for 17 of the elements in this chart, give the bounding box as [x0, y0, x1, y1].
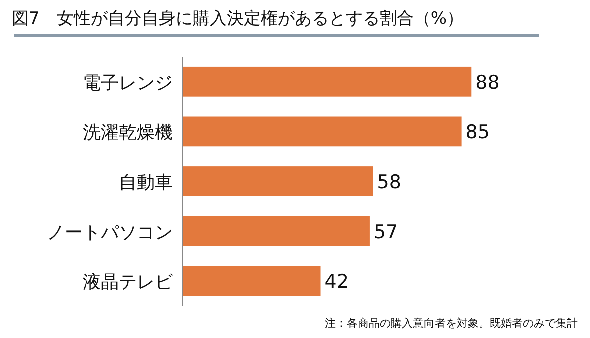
y-tick-label: 洗濯乾燥機: [83, 122, 173, 144]
data-label: 57: [374, 221, 398, 244]
y-tick-label: ノートパソコン: [47, 222, 173, 244]
data-label: 58: [377, 172, 402, 194]
chart-title: 図7 女性が自分自身に購入決定権があるとする割合（%）: [12, 9, 464, 29]
data-label: 88: [476, 72, 500, 94]
bar: [183, 216, 370, 246]
bar: [183, 66, 472, 97]
y-tick-label: 自動車: [119, 172, 173, 194]
bar: [183, 266, 321, 296]
text: 注：各商品の購入意向者を対象。既婚者のみで集計: [325, 317, 578, 330]
data-label: 85: [466, 122, 490, 144]
y-tick-label: 電子レンジ: [83, 72, 173, 94]
y-tick-label: 液晶テレビ: [83, 272, 174, 294]
bar: [183, 166, 374, 196]
data-label: 42: [324, 271, 349, 294]
bar: [183, 116, 462, 147]
